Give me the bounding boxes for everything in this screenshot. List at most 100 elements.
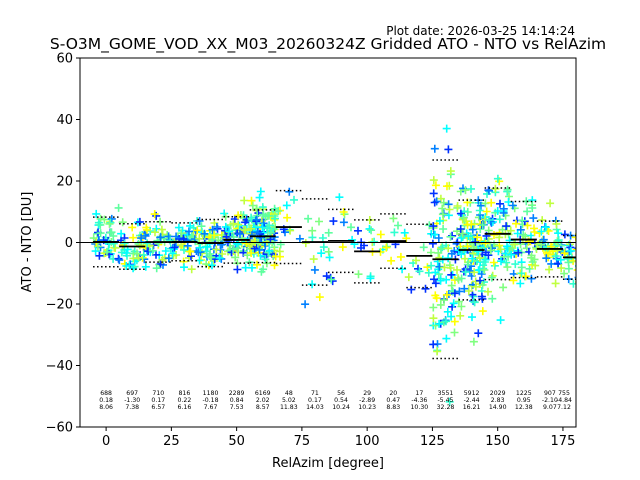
data-point [431,268,440,277]
data-point [389,214,398,223]
data-point [503,242,511,251]
data-point [308,226,317,235]
data-point [449,299,458,308]
data-point [471,282,480,291]
data-point [573,269,576,271]
data-point [195,217,204,225]
data-point [457,274,466,283]
data-point [102,247,111,256]
data-point [450,317,459,326]
data-point [240,196,249,205]
data-point [229,219,238,228]
data-point [499,283,508,292]
data-point [581,251,589,259]
data-point [322,272,331,281]
data-point [468,225,477,234]
data-point [412,256,420,265]
bin-stat-label: 8.57 [256,404,270,411]
bin-stat-label: 7.12 [557,404,571,411]
data-point [366,274,375,283]
data-point [370,237,379,246]
data-point [109,239,118,248]
bin-stat-label: 20 [389,390,397,397]
data-point [583,227,591,235]
bin-stat-label: 12.38 [515,404,533,411]
data-point [241,226,250,234]
data-point [255,245,264,254]
data-point [274,207,283,215]
data-point [496,316,505,325]
data-point [444,145,453,154]
data-point [365,224,374,233]
data-point [107,214,116,223]
data-point [317,249,326,258]
data-point [233,265,242,274]
data-point [301,239,310,248]
data-point [421,284,430,293]
data-point [253,260,261,269]
data-point [445,205,454,214]
data-point [248,263,256,272]
data-point [447,281,456,290]
data-point [161,247,170,255]
bin-stat-label: 10.24 [332,404,350,411]
data-point [235,221,244,230]
data-point [554,229,563,238]
data-point [463,242,472,251]
data-point [407,285,416,294]
data-point [430,198,439,207]
data-point [493,174,502,183]
data-point [423,263,432,272]
data-point [458,229,467,238]
bin-stat-label: 0.54 [334,397,348,404]
data-point [478,280,487,289]
data-point [486,217,495,226]
bin-stat-label: 0.95 [517,397,531,404]
data-point [502,222,511,231]
bin-stat-label: -2.89 [359,397,375,404]
data-point [106,218,115,227]
bin-stat-label: 6.16 [178,404,192,411]
data-point [354,226,362,235]
plot-date: Plot date: 2026-03-25 14:14:24 [386,24,575,38]
data-point [461,268,470,277]
bin-stat-label: 7.67 [204,404,218,411]
data-point [583,269,591,277]
data-point [151,228,159,237]
data-point [309,255,318,264]
data-point [208,225,217,234]
data-point [502,258,511,267]
bin-stat-label: 0.84 [230,397,244,404]
data-point [557,264,566,273]
data-point [551,279,560,288]
data-point [198,249,207,258]
bin-stat-label: -1.30 [124,397,140,404]
y-tick-label: −60 [46,421,73,436]
data-point [581,254,589,262]
data-point [430,275,438,284]
data-point [125,261,134,270]
data-point [470,268,479,277]
data-point [431,181,440,190]
data-point [566,246,575,255]
data-point [318,234,327,242]
data-point [508,201,517,210]
data-point [247,196,256,205]
data-point [387,256,396,265]
data-point [253,239,262,248]
bin-stat-label: 14.03 [306,404,324,411]
data-point [523,207,532,216]
bin-stat-label: -4.84 [556,397,572,404]
data-point [252,215,261,224]
data-point [507,250,516,259]
bin-stat-label: 1225 [516,390,532,397]
data-point [236,230,244,238]
bin-stat-label: 9.07 [543,404,557,411]
data-point [404,273,413,282]
data-point [572,245,576,254]
data-point [304,214,313,223]
x-tick-label: 100 [355,434,380,449]
data-point [92,209,101,218]
data-point [484,251,493,260]
